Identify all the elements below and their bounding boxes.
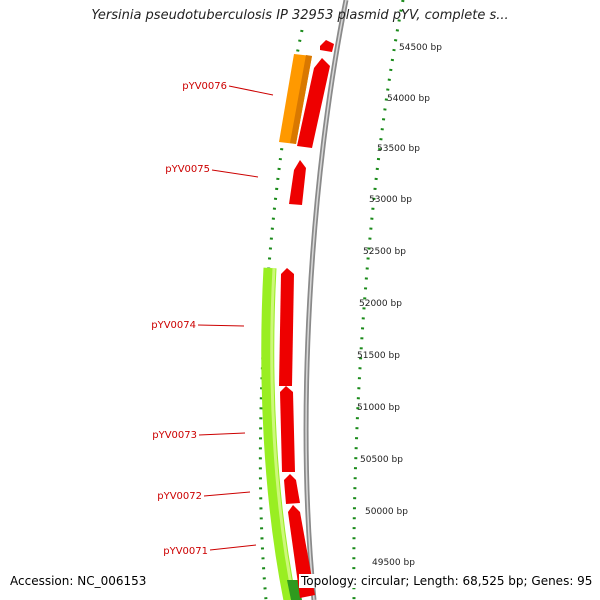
gene-label: pYV0074 — [151, 320, 196, 331]
gene-label: pYV0073 — [152, 430, 197, 441]
cds-arrow — [279, 268, 294, 386]
scale-tick-label: 53000 bp — [369, 195, 412, 205]
cds-arrow — [284, 474, 300, 504]
green-feature-edge — [270, 267, 296, 600]
accession-text: Accession: NC_006153 — [8, 574, 149, 588]
backbone-highlight — [305, 0, 347, 600]
green-feature-band — [261, 267, 297, 600]
gene-labels: pYV0076 pYV0075 pYV0074 pYV0073 pYV0072 … — [151, 81, 227, 557]
scale-tick-label: 53500 bp — [377, 144, 420, 154]
cds-arrow — [280, 386, 295, 472]
scale-tick-label: 51000 bp — [357, 403, 400, 413]
gene-label: pYV0075 — [165, 164, 210, 175]
cds-arrow — [297, 58, 330, 148]
scale-tick-label: 49500 bp — [372, 558, 415, 568]
gene-callouts — [197, 85, 274, 551]
scale-tick-label: 54000 bp — [387, 94, 430, 104]
cds-arrows — [279, 40, 334, 598]
cds-arrow — [320, 40, 334, 52]
callout-pYV0076 — [228, 85, 274, 96]
callout-pYV0073 — [198, 432, 246, 436]
scale-tick-label: 51500 bp — [357, 351, 400, 361]
map-title: Yersinia pseudotuberculosis IP 32953 pla… — [91, 8, 509, 23]
callout-pYV0071 — [209, 544, 257, 551]
outer-tick-ring — [352, 0, 405, 600]
callout-pYV0074 — [197, 324, 245, 327]
orange-feature-shade — [290, 55, 312, 144]
gene-label: pYV0072 — [157, 491, 202, 502]
cds-arrow — [289, 160, 306, 205]
callout-pYV0072 — [203, 491, 251, 497]
scale-labels: 54500 bp 54000 bp 53500 bp 53000 bp 5250… — [357, 43, 442, 568]
callout-pYV0075 — [211, 169, 259, 178]
gene-label: pYV0076 — [182, 81, 227, 92]
scale-tick-label: 54500 bp — [399, 43, 442, 53]
scale-tick-label: 50500 bp — [360, 455, 403, 465]
scale-tick-label: 50000 bp — [365, 507, 408, 517]
gene-label: pYV0071 — [163, 546, 208, 557]
scale-tick-label: 52000 bp — [359, 299, 402, 309]
scale-tick-label: 52500 bp — [363, 247, 406, 257]
summary-text: Topology: circular; Length: 68,525 bp; G… — [299, 574, 595, 588]
